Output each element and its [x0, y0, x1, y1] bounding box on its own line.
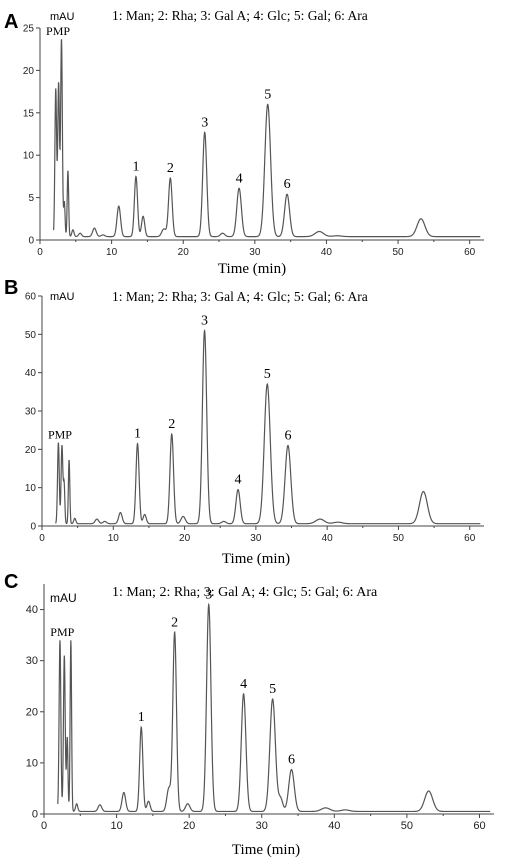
legend-text-b: 1: Man; 2: Rha; 3: Gal A; 4: Glc; 5: Gal…: [112, 289, 368, 304]
legend-text-c: 1: Man; 2: Rha; 3: Gal A; 4: Glc; 5: Gal…: [112, 585, 378, 600]
peak-label-b-3: 3: [201, 314, 208, 329]
x-tick-label-c-10: 10: [110, 820, 122, 832]
y-axis-label-a: mAU: [50, 11, 75, 23]
axes-b: 0 10 20 30 40 50 60 0 10 20 30 40 50 60: [25, 292, 484, 544]
peak-label-b-4: 4: [235, 473, 242, 488]
x-tick-label-c-60: 60: [473, 820, 485, 832]
y-tick-label-c-40: 40: [26, 604, 38, 616]
chromatogram-trace-b: [55, 328, 481, 525]
y-tick-label-c-20: 20: [26, 706, 38, 718]
y-tick-label-b-60: 60: [25, 292, 37, 303]
peak-label-b-5: 5: [264, 367, 271, 382]
x-tick-label-a-30: 30: [249, 247, 261, 258]
axes-c: 0 10 20 30 40 50 60 0 10 20 30 40: [26, 584, 494, 832]
chart-panel-b: B mAU 1: Man; 2: Rha; 3: Gal A; 4: Glc; …: [4, 280, 484, 566]
y-tick-label-c-0: 0: [32, 809, 38, 821]
peak-label-a-2: 2: [167, 161, 174, 176]
peak-label-c-4: 4: [240, 677, 247, 692]
chart-panel-c: C mAU 1: Man; 2: Rha; 3: Gal A; 4: Glc; …: [4, 571, 494, 858]
y-tick-label-b-30: 30: [25, 407, 37, 418]
x-tick-label-a-20: 20: [178, 247, 190, 258]
y-tick-label-c-30: 30: [26, 655, 38, 667]
peak-label-b-1: 1: [134, 427, 141, 442]
chart-panel-a: A mAU 1: Man; 2: Rha; 3: Gal A; 4: Glc; …: [4, 8, 484, 277]
y-tick-label-b-50: 50: [25, 330, 37, 341]
x-tick-label-b-10: 10: [108, 533, 120, 544]
peak-label-b-2: 2: [168, 417, 175, 432]
x-tick-label-a-0: 0: [37, 247, 43, 258]
chromatogram-trace-a: [53, 39, 481, 238]
x-tick-label-c-20: 20: [183, 820, 195, 832]
y-tick-label-c-10: 10: [26, 757, 38, 769]
y-axis-label-c: mAU: [50, 591, 77, 605]
peak-label-a-3: 3: [201, 115, 208, 130]
x-tick-label-a-10: 10: [106, 247, 118, 258]
peak-label-a-5: 5: [264, 87, 271, 102]
y-tick-label-b-40: 40: [25, 368, 37, 379]
x-axis-label-c: Time (min): [232, 842, 300, 858]
y-tick-label-a-20: 20: [23, 66, 35, 77]
panel-label-b: B: [4, 280, 18, 299]
peak-label-c-5: 5: [269, 682, 276, 697]
x-tick-label-c-30: 30: [256, 820, 268, 832]
peak-labels-b: PMP 1 2 3 4 5 6: [48, 314, 292, 488]
peak-label-c-3: 3: [205, 587, 212, 602]
peak-label-a-6: 6: [284, 177, 291, 192]
x-tick-label-c-40: 40: [328, 820, 340, 832]
peak-labels-c: PMP 1 2 3 4 5 6: [50, 587, 295, 767]
x-tick-label-a-60: 60: [464, 247, 476, 258]
peak-label-a-1: 1: [132, 159, 139, 174]
peak-label-b-6: 6: [284, 429, 291, 444]
x-tick-label-b-20: 20: [179, 533, 191, 544]
chromatogram-trace-c: [57, 602, 491, 813]
x-tick-label-a-50: 50: [393, 247, 405, 258]
peak-label-a-4: 4: [236, 171, 243, 186]
x-tick-label-b-60: 60: [464, 533, 476, 544]
peak-label-c-6: 6: [288, 753, 295, 768]
x-tick-label-b-0: 0: [39, 533, 45, 544]
pmp-label-c: PMP: [50, 625, 74, 639]
y-tick-label-b-20: 20: [25, 445, 37, 456]
x-axis-label-b: Time (min): [222, 551, 290, 566]
x-tick-label-b-30: 30: [250, 533, 262, 544]
x-tick-label-b-50: 50: [393, 533, 405, 544]
peak-label-c-1: 1: [138, 710, 145, 725]
pmp-label-b: PMP: [48, 427, 72, 441]
panel-label-c: C: [4, 571, 18, 593]
x-tick-label-c-0: 0: [41, 820, 47, 832]
x-tick-label-c-50: 50: [401, 820, 413, 832]
x-axis-label-a: Time (min): [218, 261, 286, 277]
y-tick-label-a-5: 5: [28, 193, 34, 204]
x-tick-label-a-40: 40: [321, 247, 333, 258]
y-tick-label-a-0: 0: [28, 236, 34, 247]
peak-label-c-2: 2: [171, 616, 178, 631]
y-tick-label-a-15: 15: [23, 108, 35, 119]
y-tick-label-b-10: 10: [25, 483, 37, 494]
y-tick-label-a-25: 25: [23, 24, 35, 35]
y-axis-label-b: mAU: [50, 291, 75, 303]
y-tick-label-b-0: 0: [30, 522, 36, 533]
legend-text-a: 1: Man; 2: Rha; 3: Gal A; 4: Glc; 5: Gal…: [112, 8, 368, 23]
pmp-label-a: PMP: [46, 24, 70, 38]
panel-label-a: A: [4, 11, 18, 33]
x-tick-label-b-40: 40: [322, 533, 334, 544]
peak-labels-a: PMP 1 2 3 4 5 6: [46, 24, 291, 192]
y-tick-label-a-10: 10: [23, 151, 35, 162]
